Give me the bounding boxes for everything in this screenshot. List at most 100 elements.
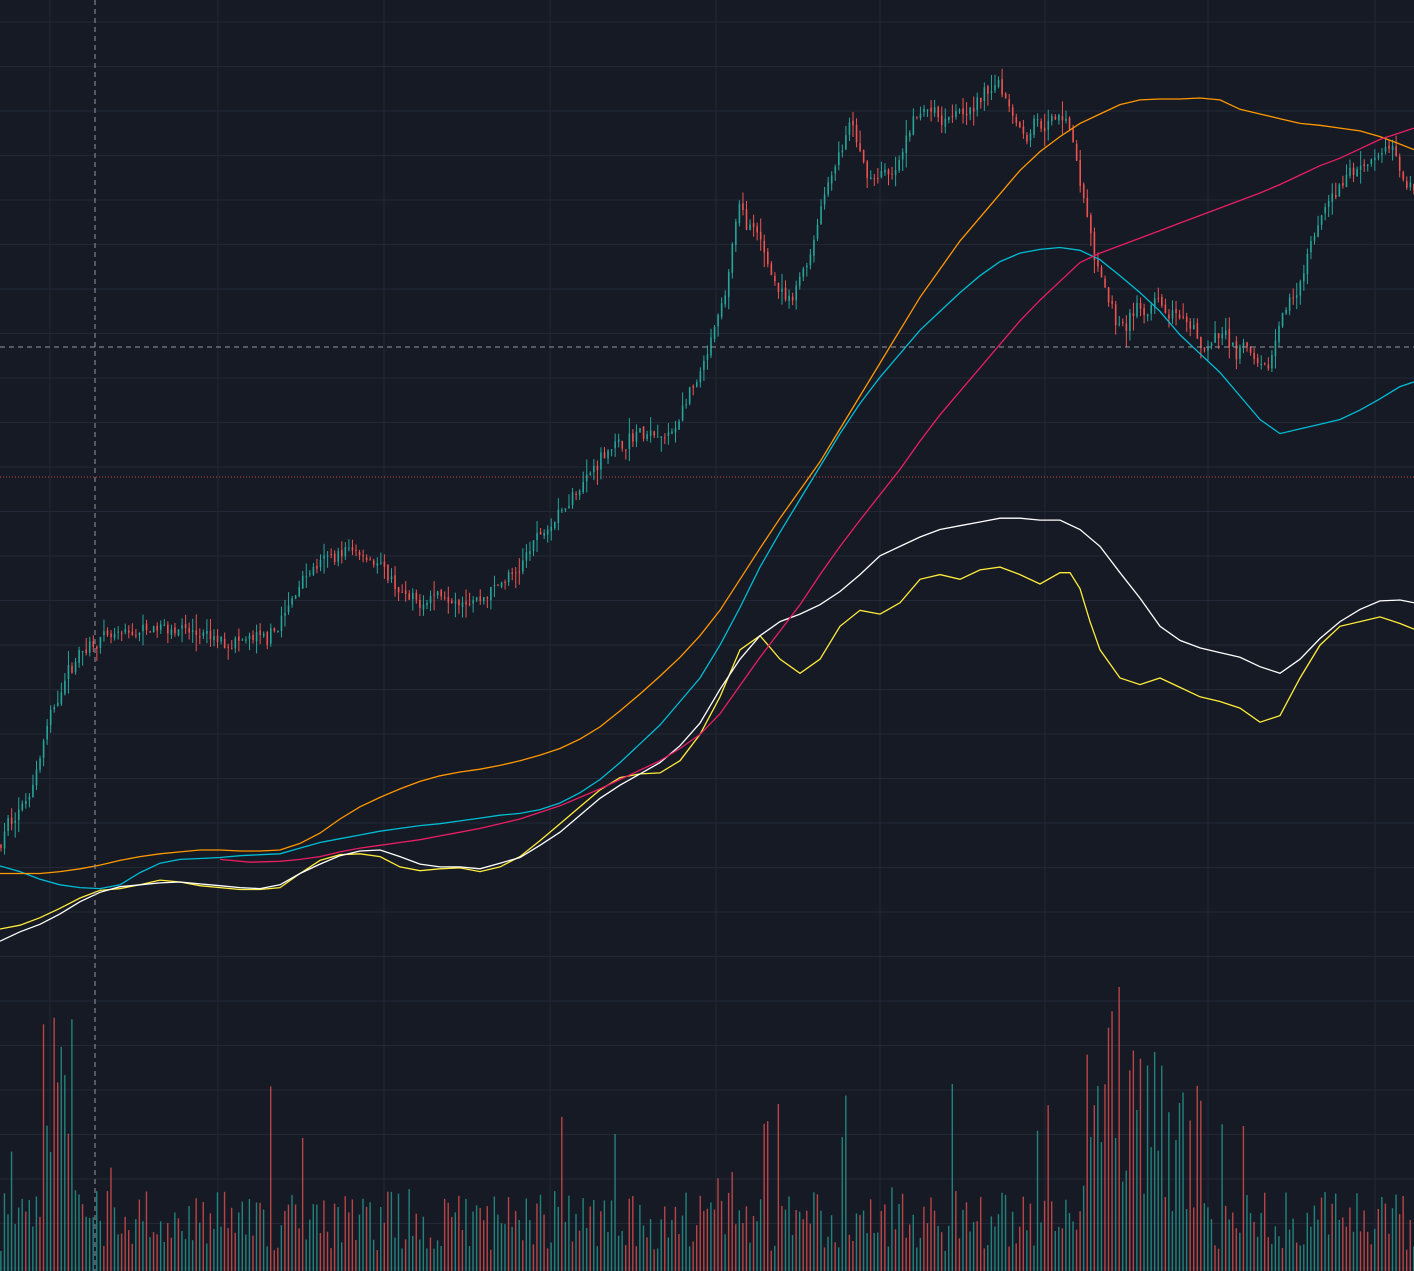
volume-bar (32, 1226, 34, 1271)
candle-body (1292, 297, 1294, 299)
volume-bar (39, 1216, 41, 1271)
candle-body (156, 625, 158, 631)
volume-bar (152, 1232, 155, 1271)
candle-body (1015, 117, 1018, 123)
candle-body (504, 581, 506, 583)
candle-body (767, 251, 769, 265)
candle-body (461, 602, 464, 607)
volume-bar (593, 1200, 595, 1271)
candle-body (1100, 267, 1103, 278)
volume-bar (326, 1231, 329, 1271)
volume-bar (1370, 1244, 1372, 1271)
volume-bar (245, 1234, 247, 1271)
volume-bar (1097, 1086, 1099, 1271)
candle-body (323, 555, 325, 559)
candle-body (1359, 165, 1362, 170)
volume-bar (461, 1230, 464, 1271)
candle-body (1256, 357, 1259, 364)
volume-bar (809, 1223, 811, 1271)
candle-body (1366, 164, 1369, 166)
volume-bar (798, 1211, 801, 1271)
candle-body (571, 492, 574, 506)
candle-body (273, 628, 276, 631)
candle-body (1239, 346, 1241, 359)
volume-bar (830, 1215, 833, 1271)
volume-bar (135, 1219, 137, 1271)
volume-bar (511, 1226, 513, 1271)
volume-bar (504, 1224, 506, 1271)
candle-body (14, 820, 16, 823)
volume-bar (483, 1220, 485, 1271)
volume-bar (1292, 1218, 1294, 1271)
volume-bar (408, 1189, 410, 1271)
volume-bar (195, 1198, 197, 1271)
candle-body (1175, 309, 1177, 313)
volume-bar (380, 1207, 382, 1271)
volume-bar (1043, 1200, 1046, 1271)
volume-bar (1178, 1102, 1181, 1271)
volume-bar (937, 1225, 939, 1271)
candle-body (596, 465, 599, 471)
volume-bar (955, 1191, 957, 1271)
volume-bar (1153, 1052, 1156, 1271)
candle-body (213, 636, 215, 641)
volume-bar (699, 1195, 701, 1271)
candle-body (500, 582, 503, 587)
volume-bar (1189, 1120, 1191, 1271)
volume-bar (891, 1187, 893, 1271)
volume-bar (298, 1228, 300, 1271)
candle-body (7, 818, 9, 831)
candle-body (3, 831, 6, 849)
candle-body (578, 490, 581, 496)
candle-body (301, 575, 304, 589)
candle-body (575, 493, 577, 495)
candle-body (1132, 313, 1135, 317)
candle-body (838, 152, 840, 166)
candle-body (696, 382, 698, 387)
volume-bar (639, 1204, 641, 1271)
volume-bar (614, 1133, 616, 1271)
volume-bar (1235, 1228, 1237, 1271)
candle-body (479, 596, 482, 601)
volume-bar (933, 1210, 936, 1271)
volume-bar (110, 1167, 112, 1271)
volume-bar (337, 1206, 339, 1271)
volume-bar (394, 1237, 396, 1271)
candle-body (1395, 146, 1397, 156)
volume-bar (497, 1214, 499, 1271)
candle-body (1398, 156, 1401, 171)
volume-bar (433, 1248, 435, 1271)
candle-body (1281, 312, 1284, 327)
volume-bar (344, 1196, 346, 1271)
volume-bar (202, 1202, 204, 1271)
volume-bar (738, 1210, 740, 1271)
candle-body (958, 110, 961, 112)
volume-bar (948, 1225, 950, 1271)
candle-body (1107, 287, 1110, 303)
candle-body (727, 271, 730, 298)
candle-body (884, 169, 886, 173)
candle-body (64, 680, 66, 694)
candle-body (1324, 207, 1326, 214)
candle-body (717, 314, 719, 327)
candle-body (735, 221, 737, 245)
candle-body (255, 631, 258, 642)
candle-body (788, 295, 790, 302)
volume-bar (965, 1202, 968, 1271)
candle-body (234, 638, 237, 649)
candle-body (390, 576, 393, 580)
candle-body (67, 665, 70, 680)
volume-bar (241, 1201, 243, 1271)
candle-body (159, 624, 162, 630)
volume-bar (767, 1121, 769, 1271)
volume-bar (862, 1210, 865, 1271)
candle-body (10, 817, 13, 824)
candle-body (106, 630, 109, 636)
volume-bar (1317, 1219, 1319, 1271)
candle-body (1271, 354, 1273, 369)
volume-bar (774, 1245, 776, 1271)
volume-bar (1054, 1230, 1056, 1271)
candle-body (387, 564, 389, 581)
